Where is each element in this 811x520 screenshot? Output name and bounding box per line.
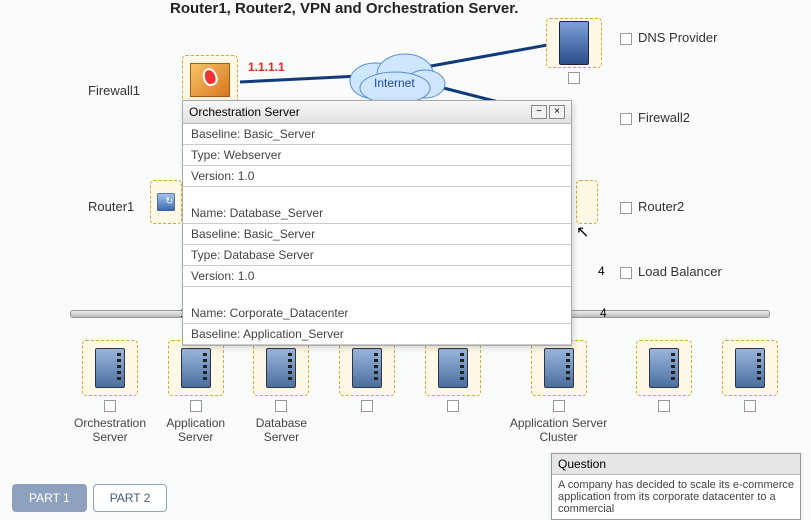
firewall2-label-checkbox[interactable] (620, 113, 632, 125)
firewall1-node[interactable] (182, 55, 238, 105)
server-row: Orchestration Server Application Server … (70, 340, 790, 444)
firewall1-label: Firewall1 (88, 83, 140, 98)
dns-checkbox[interactable] (568, 72, 580, 84)
srv-checkbox[interactable] (553, 400, 565, 412)
server-icon (95, 348, 125, 388)
firewall-icon (190, 63, 230, 97)
server-icon (266, 348, 296, 388)
server-icon (544, 348, 574, 388)
dialog-row: Name: Database_Server (183, 203, 571, 224)
srv-database[interactable]: Database Server (241, 340, 321, 444)
dialog-titlebar[interactable]: Orchestration Server − × (183, 101, 571, 124)
router2-node[interactable] (576, 180, 598, 224)
page-title: Router1, Router2, VPN and Orchestration … (170, 0, 518, 17)
dialog-title: Orchestration Server (189, 105, 300, 119)
dialog-row: Type: Webserver (183, 145, 571, 166)
srv-generic[interactable] (624, 340, 704, 444)
tab-part1[interactable]: PART 1 (12, 484, 87, 512)
server-icon (352, 348, 382, 388)
question-body: A company has decided to scale its e-com… (552, 475, 800, 519)
router1-label: Router1 (88, 199, 134, 214)
srv-checkbox[interactable] (744, 400, 756, 412)
srv-appcluster[interactable]: Application Server Cluster (499, 340, 619, 444)
tab-part2[interactable]: PART 2 (93, 484, 168, 512)
dialog-minimize-button[interactable]: − (531, 105, 547, 119)
router1-node[interactable] (150, 180, 182, 224)
dialog-row: Version: 1.0 (183, 266, 571, 287)
dialog-row: Name: Corporate_Datacenter (183, 303, 571, 324)
srv-orchestration[interactable]: Orchestration Server (70, 340, 150, 444)
dns-node[interactable] (546, 18, 602, 84)
dns-server-icon (559, 21, 589, 65)
srv-checkbox[interactable] (104, 400, 116, 412)
internet-label: Internet (374, 76, 415, 90)
server-icon (649, 348, 679, 388)
srv-checkbox[interactable] (447, 400, 459, 412)
server-icon (438, 348, 468, 388)
srv-generic[interactable] (327, 340, 407, 444)
srv-checkbox[interactable] (190, 400, 202, 412)
router2-label-checkbox[interactable] (620, 202, 632, 214)
dialog-row: Baseline: Basic_Server (183, 224, 571, 245)
server-icon (735, 348, 765, 388)
srv-application[interactable]: Application Server (156, 340, 236, 444)
router2-label: Router2 (620, 199, 684, 214)
srv-generic[interactable] (710, 340, 790, 444)
dns-label: DNS Provider (620, 30, 717, 45)
question-header: Question (552, 454, 800, 475)
question-panel: Question A company has decided to scale … (551, 453, 801, 520)
server-icon (181, 348, 211, 388)
dialog-row: Baseline: Basic_Server (183, 124, 571, 145)
firewall2-label: Firewall2 (620, 110, 690, 125)
dns-label-checkbox[interactable] (620, 33, 632, 45)
tab-bar: PART 1 PART 2 (12, 484, 167, 512)
dialog-close-button[interactable]: × (549, 105, 565, 119)
loadbalancer-label-checkbox[interactable] (620, 267, 632, 279)
cursor-icon: ↖ (576, 222, 589, 242)
dialog-row: Version: 1.0 (183, 166, 571, 187)
loadbalancer-label: Load Balancer (620, 264, 722, 279)
orchestration-dialog[interactable]: Orchestration Server − × Baseline: Basic… (182, 100, 572, 346)
srv-checkbox[interactable] (658, 400, 670, 412)
firewall1-ip: 1.1.1.1 (248, 60, 285, 74)
srv-generic[interactable] (413, 340, 493, 444)
srv-checkbox[interactable] (275, 400, 287, 412)
router-icon (157, 193, 175, 211)
dialog-row: Baseline: Application_Server (183, 324, 571, 345)
dialog-row: Type: Database Server (183, 245, 571, 266)
bus-right-num2: 4 (600, 306, 607, 320)
srv-checkbox[interactable] (361, 400, 373, 412)
bus-right-num: 4 (598, 264, 605, 278)
